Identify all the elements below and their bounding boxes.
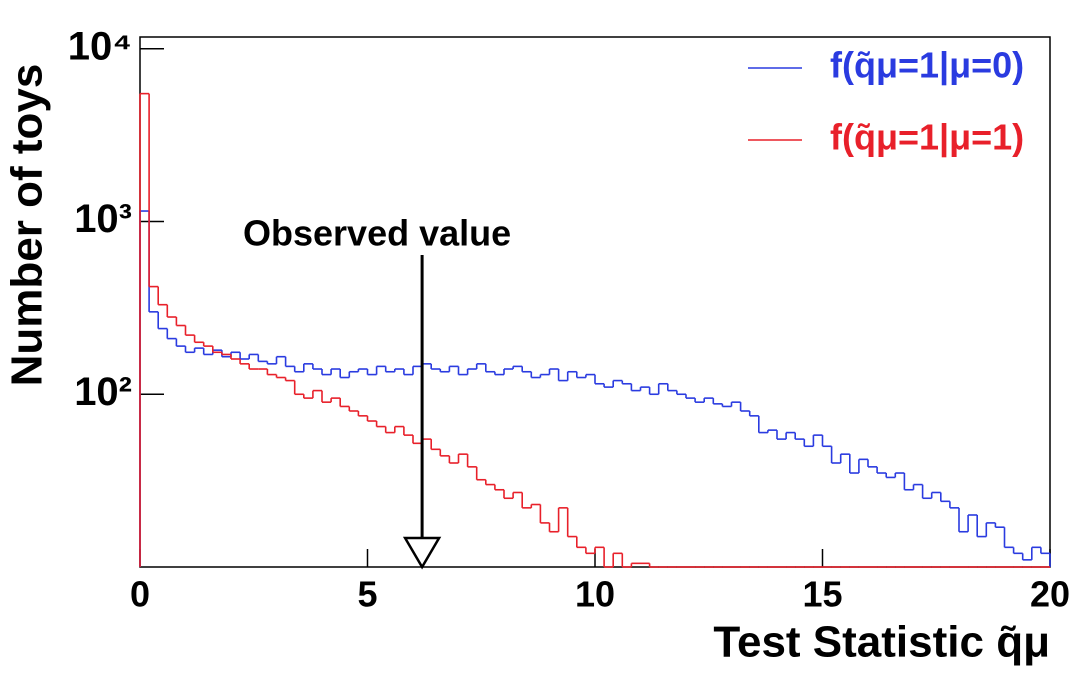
- annotation-text: Observed value: [243, 213, 511, 254]
- x-tick-label: 0: [130, 574, 150, 615]
- legend-label: f(q̃μ=1|μ=0): [830, 45, 1024, 87]
- y-tick-label: 10²: [74, 370, 132, 414]
- histogram-connector: [139, 211, 1051, 567]
- x-tick-label: 15: [802, 574, 842, 615]
- y-axis-label: Number of toys: [3, 64, 52, 387]
- y-tick-label: 10⁴: [68, 24, 132, 68]
- x-tick-label: 20: [1030, 574, 1070, 615]
- x-tick-label: 5: [357, 574, 377, 615]
- x-tick-label: 10: [575, 574, 615, 615]
- x-axis-label: Test Statistic q̃μ: [713, 618, 1050, 667]
- histogram-connector: [139, 93, 651, 567]
- annotation-arrowhead: [402, 536, 442, 570]
- y-tick-label: 10³: [74, 197, 132, 241]
- legend-label: f(q̃μ=1|μ=1): [830, 117, 1024, 159]
